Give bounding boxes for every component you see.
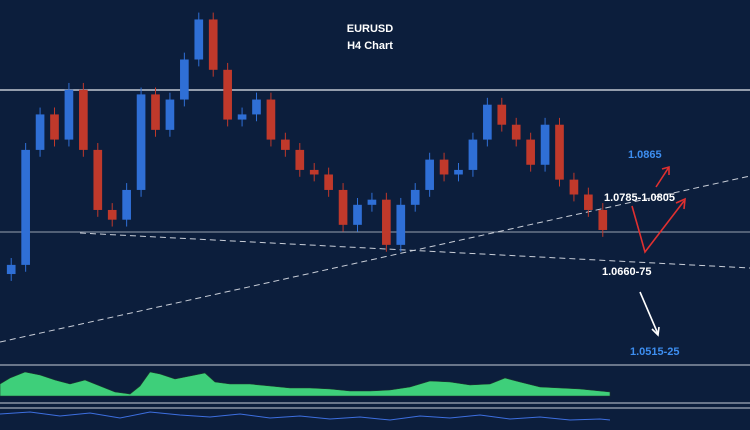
candle-body — [6, 264, 16, 275]
candle-body — [540, 124, 550, 165]
candle-body — [367, 199, 377, 205]
candle-body — [208, 19, 218, 70]
candle-body — [50, 114, 59, 140]
candle-body — [122, 189, 131, 220]
candle-body — [252, 99, 261, 115]
arrow-path — [631, 200, 685, 254]
candle-body — [35, 114, 45, 150]
candle-body — [281, 139, 290, 150]
projection-arrows — [631, 165, 686, 254]
indicator-histogram — [0, 371, 611, 397]
candle-body — [338, 189, 348, 225]
candle-body — [180, 59, 189, 100]
candle-body — [569, 179, 579, 195]
arrow-path — [639, 291, 659, 335]
candle-body — [439, 159, 449, 175]
candle-body — [295, 149, 305, 170]
candle-body — [237, 114, 247, 120]
candle-body — [309, 169, 319, 175]
arrow-head — [651, 326, 660, 337]
candle-body — [410, 189, 420, 205]
candle-body — [584, 194, 593, 210]
arrow-path — [655, 166, 670, 188]
oscillator-line — [0, 411, 611, 421]
candle-body — [223, 69, 232, 120]
candle-body — [165, 99, 175, 130]
candle-body — [468, 139, 478, 170]
candle-body — [353, 204, 362, 225]
candle-body — [511, 124, 521, 140]
price-annotation: 1.0515-25 — [630, 346, 680, 358]
candle-body — [425, 159, 434, 190]
candle-body — [324, 174, 333, 190]
candle-body — [79, 89, 88, 150]
candle-body — [64, 89, 74, 140]
candle-body — [483, 104, 492, 140]
candle-body — [497, 104, 507, 125]
candle-body — [526, 139, 535, 165]
candle-body — [151, 94, 160, 130]
candle-body — [93, 149, 103, 210]
chart-title: EURUSD — [347, 23, 394, 35]
candle-body — [136, 94, 146, 190]
arrow-head — [675, 197, 686, 210]
candle-body — [107, 209, 117, 220]
candle-body — [194, 19, 204, 60]
price-annotation: 1.0660-75 — [602, 266, 652, 278]
candle-body — [598, 209, 608, 230]
candle-body — [21, 149, 30, 265]
candle-body — [396, 204, 406, 245]
candle-body — [454, 169, 463, 175]
trend-line — [0, 175, 750, 343]
price-annotation: 1.0785-1.0805 — [604, 192, 675, 204]
candle-body — [382, 199, 391, 245]
candle-body — [266, 99, 276, 140]
candle-body — [555, 124, 564, 180]
price-annotation: 1.0865 — [628, 149, 662, 161]
down-arrow — [639, 291, 660, 337]
arrow-head — [661, 165, 670, 175]
chart-subtitle: H4 Chart — [347, 40, 393, 52]
